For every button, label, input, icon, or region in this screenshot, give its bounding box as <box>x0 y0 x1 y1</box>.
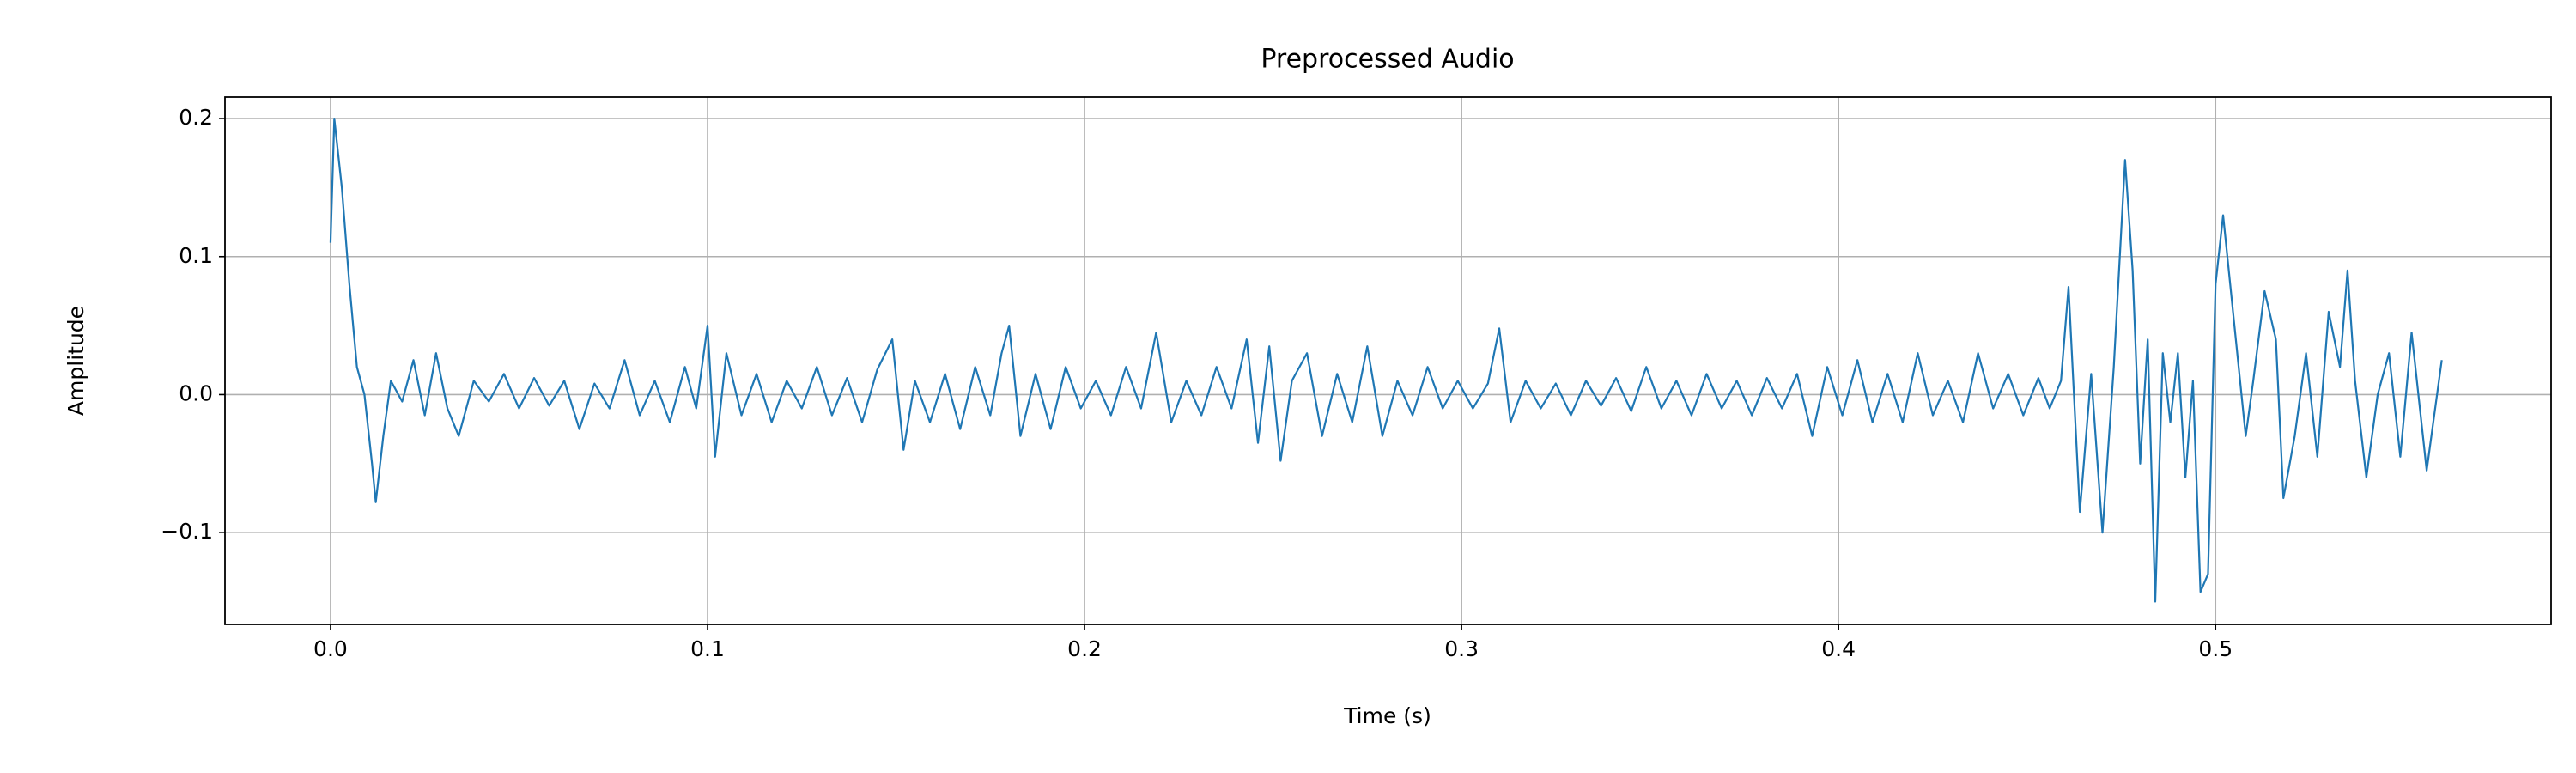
x-tick-label: 0.3 <box>1444 636 1479 661</box>
y-tick-label: 0.2 <box>179 105 213 130</box>
y-axis-label: Amplitude <box>64 306 88 416</box>
chart-title: Preprocessed Audio <box>1261 45 1514 75</box>
x-tick-label: 0.1 <box>690 636 725 661</box>
x-tick-label: 0.2 <box>1067 636 1102 661</box>
y-tick-label: −0.1 <box>161 519 213 544</box>
y-tick-label: 0.1 <box>179 243 213 268</box>
y-tick-label: 0.0 <box>179 380 213 405</box>
x-tick-label: 0.5 <box>2198 636 2233 661</box>
x-tick-label: 0.0 <box>313 636 348 661</box>
x-tick-label: 0.4 <box>1821 636 1856 661</box>
plot-frame <box>224 96 2552 625</box>
waveform-line <box>329 117 2443 603</box>
x-axis-label: Time (s) <box>1343 703 1431 728</box>
